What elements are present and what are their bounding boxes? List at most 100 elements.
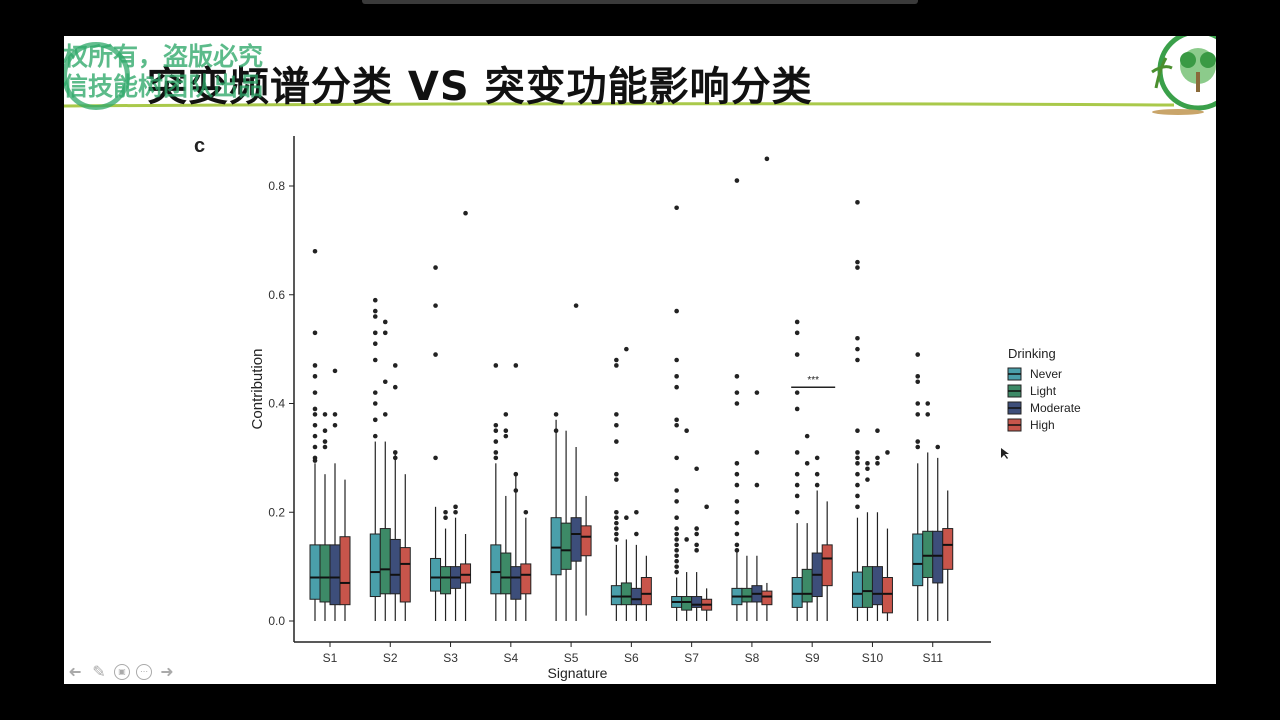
outlier-point — [734, 401, 740, 406]
box-rect — [399, 547, 411, 603]
outlier-point — [794, 330, 800, 336]
outlier-point — [674, 553, 679, 559]
outlier-point — [794, 509, 800, 515]
x-tick-label: S3 — [443, 651, 458, 665]
outlier-point — [312, 330, 318, 336]
x-tick-label: S6 — [624, 651, 639, 665]
outlier-point — [885, 450, 890, 455]
outlier-point — [312, 390, 318, 395]
box-rect — [691, 596, 703, 608]
outlier-point — [814, 482, 820, 488]
outlier-point — [875, 461, 880, 466]
outlier-point — [804, 461, 810, 466]
outlier-point — [503, 433, 509, 439]
legend-label: Never — [1030, 367, 1062, 381]
outlier-point — [764, 156, 770, 162]
pen-icon[interactable]: ✎ — [92, 662, 106, 681]
outlier-point — [433, 303, 438, 308]
outlier-point — [694, 466, 699, 472]
slides-view-icon[interactable]: ▣ — [114, 663, 130, 680]
legend-title: Drinking — [1008, 346, 1056, 361]
outlier-point — [312, 433, 318, 439]
slideshow-controls: ➜ ✎ ▣ ⋯ ➜ — [66, 662, 176, 681]
box-rect — [821, 544, 833, 587]
outlier-point — [372, 357, 378, 363]
outlier-point — [493, 439, 499, 444]
outlier-point — [443, 515, 448, 520]
outlier-point — [694, 531, 699, 537]
outlier-point — [674, 569, 679, 575]
box-rect — [379, 528, 391, 595]
outlier-point — [553, 428, 559, 433]
outlier-point — [855, 482, 860, 488]
box-rect — [741, 587, 753, 603]
outlier-point — [493, 422, 499, 428]
outlier-point — [433, 455, 438, 461]
box-rect — [761, 590, 773, 606]
outlier-point — [855, 471, 860, 477]
outlier-point — [674, 417, 679, 423]
outlier-point — [855, 265, 860, 270]
outlier-point — [372, 433, 378, 439]
outlier-point — [875, 455, 880, 461]
outlier-point — [634, 531, 639, 537]
box-rect — [922, 530, 934, 578]
outlier-point — [915, 444, 921, 450]
outlier-point — [382, 330, 388, 336]
outlier-point — [694, 542, 699, 548]
outlier-point — [372, 341, 378, 346]
outlier-point — [513, 363, 519, 368]
outlier-point — [674, 548, 679, 553]
box-rect — [871, 566, 883, 606]
outlier-point — [312, 248, 318, 254]
outlier-point — [433, 352, 438, 357]
box-rect — [801, 568, 813, 603]
previous-slide-icon[interactable]: ➜ — [68, 662, 82, 681]
y-tick-label: 0.0 — [268, 614, 285, 628]
x-tick-label: S5 — [564, 651, 579, 665]
mouse-cursor-icon — [1001, 448, 1009, 459]
outlier-point — [332, 412, 338, 417]
outlier-point — [915, 439, 921, 444]
next-slide-icon[interactable]: ➜ — [160, 662, 174, 681]
significance-label: *** — [807, 375, 819, 386]
outlier-point — [614, 537, 619, 542]
y-tick-label: 0.2 — [268, 505, 285, 519]
outlier-point — [503, 428, 509, 433]
outlier-point — [855, 493, 860, 499]
outlier-point — [372, 330, 378, 336]
x-tick-label: S8 — [745, 651, 760, 665]
slide-title: 突变频谱分类 VS 突变功能影响分类 — [147, 64, 813, 110]
box-rect — [339, 536, 351, 606]
outlier-point — [614, 422, 619, 428]
watermark-seal-icon — [64, 42, 130, 110]
x-tick-label: S9 — [805, 651, 820, 665]
outlier-point — [463, 210, 468, 216]
outlier-point — [754, 482, 760, 488]
x-axis-title: Signature — [548, 665, 608, 681]
outlier-point — [925, 412, 931, 417]
legend-label: Light — [1030, 384, 1057, 398]
outlier-point — [614, 363, 619, 368]
more-options-icon[interactable]: ⋯ — [136, 663, 152, 680]
box-rect — [329, 544, 341, 606]
outlier-point — [814, 455, 820, 461]
outlier-point — [453, 509, 458, 515]
outlier-point — [624, 346, 629, 352]
outlier-point — [734, 390, 740, 395]
outlier-point — [614, 357, 619, 363]
x-tick-label: S4 — [503, 651, 518, 665]
outlier-point — [312, 458, 318, 463]
outlier-point — [382, 319, 388, 325]
outlier-point — [322, 428, 328, 433]
outlier-point — [674, 384, 679, 390]
outlier-point — [734, 374, 740, 379]
outlier-point — [332, 422, 338, 428]
outlier-point — [804, 433, 810, 439]
outlier-point — [312, 406, 318, 412]
outlier-point — [312, 444, 318, 450]
outlier-point — [614, 531, 619, 537]
outlier-point — [915, 401, 921, 406]
outlier-point — [453, 504, 458, 510]
tree-logo-icon — [1151, 36, 1216, 115]
